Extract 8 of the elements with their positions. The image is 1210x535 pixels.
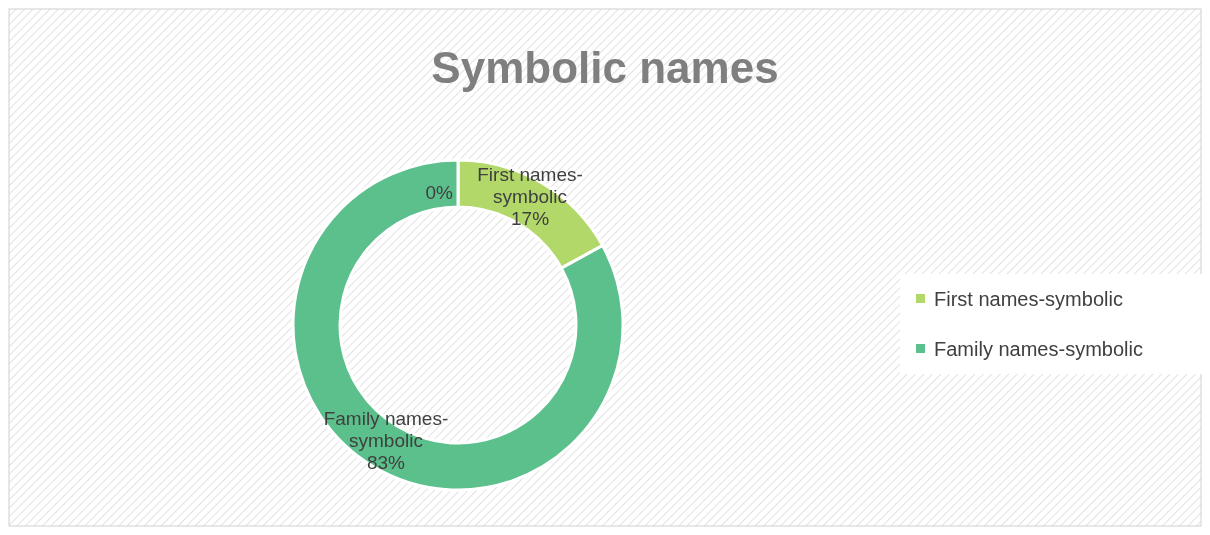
- data-label: 83%: [366, 451, 406, 473]
- legend-label: Family names-symbolic: [934, 338, 1143, 360]
- data-label: 17%: [511, 208, 550, 230]
- slice-label: Family names-symbolic: [323, 407, 449, 451]
- donut-slice: [291, 158, 625, 492]
- legend-label: First names-symbolic: [934, 288, 1123, 310]
- text: 0%: [425, 182, 454, 203]
- chart-title: Symbolic names: [431, 43, 779, 92]
